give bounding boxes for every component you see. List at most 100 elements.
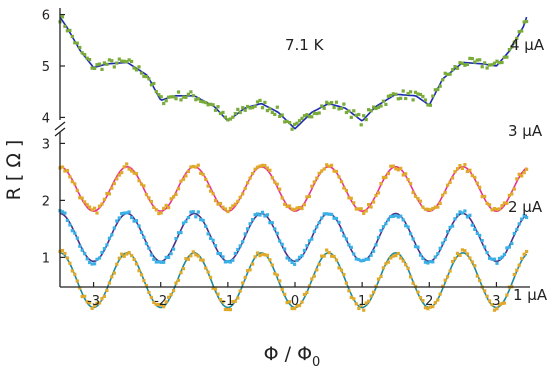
data-point [359, 259, 363, 263]
data-point [73, 231, 77, 235]
data-point [268, 221, 272, 225]
data-point [310, 115, 314, 119]
data-point [285, 301, 289, 305]
data-point [315, 225, 319, 229]
data-point [125, 211, 129, 215]
data-point [137, 179, 141, 183]
data-point [515, 268, 519, 272]
data-point [253, 255, 257, 259]
data-point [206, 103, 210, 107]
data-point [196, 97, 200, 101]
data-point [394, 254, 398, 258]
data-point [322, 167, 326, 171]
data-point [334, 258, 339, 262]
data-point [404, 263, 408, 267]
data-point [251, 171, 255, 176]
data-point [322, 212, 326, 216]
data-point [258, 98, 262, 102]
data-point [418, 296, 423, 300]
y-tick-label: 1 [42, 251, 50, 266]
data-point [483, 194, 487, 198]
data-point [386, 260, 390, 264]
data-point [520, 29, 524, 33]
data-point [231, 204, 235, 208]
data-point [60, 165, 65, 169]
data-point [213, 108, 218, 112]
data-point [238, 110, 242, 115]
data-point [381, 99, 385, 103]
data-point [268, 168, 272, 172]
data-point [488, 203, 492, 207]
data-point [372, 249, 376, 253]
data-point [189, 165, 193, 169]
data-point [199, 258, 203, 262]
data-point [379, 228, 383, 233]
data-point [470, 223, 474, 227]
data-point [470, 173, 474, 178]
data-point [394, 214, 398, 218]
data-point [93, 262, 97, 266]
data-point [413, 245, 418, 249]
data-point [339, 106, 344, 110]
data-point [278, 279, 282, 283]
data-point [362, 308, 366, 312]
data-point [428, 305, 432, 309]
axes: -3 -2 -1 0 1 2 3 1 2 3 4 5 6 [42, 8, 530, 309]
data-point [507, 193, 511, 197]
data-point [433, 88, 437, 92]
data-point [176, 90, 181, 94]
y-tick-label: 2 [42, 194, 50, 209]
data-point [251, 218, 255, 222]
data-point [352, 109, 356, 113]
data-point [520, 256, 524, 260]
data-point [463, 163, 467, 167]
data-point [295, 258, 299, 262]
data-point [307, 115, 311, 119]
data-point [241, 281, 245, 285]
data-point [460, 211, 464, 215]
data-point [228, 260, 232, 264]
data-point [495, 261, 499, 265]
y-tick-label: 6 [42, 9, 50, 24]
data-point [127, 167, 131, 171]
data-point [100, 67, 104, 71]
data-point [130, 254, 134, 258]
data-point [196, 210, 200, 214]
data-point [115, 219, 119, 223]
data-point [194, 98, 198, 102]
data-point [162, 305, 166, 309]
data-point [522, 171, 526, 175]
data-point [223, 207, 227, 211]
data-point [201, 100, 205, 104]
data-point [142, 184, 146, 188]
data-point [169, 95, 173, 99]
data-point [443, 237, 447, 242]
data-point [83, 53, 87, 57]
data-point [367, 257, 371, 261]
data-point [478, 58, 482, 62]
data-point [122, 211, 126, 215]
data-point [455, 167, 460, 171]
data-point [418, 199, 423, 203]
data-point [386, 218, 390, 222]
data-point [164, 300, 168, 304]
data-point [376, 191, 381, 195]
data-point [413, 90, 418, 94]
data-point [488, 256, 492, 260]
data-point [283, 292, 287, 296]
data-point [280, 287, 284, 291]
data-point [275, 231, 279, 235]
data-point [344, 281, 348, 285]
x-tick-label: -2 [154, 294, 167, 309]
data-point [186, 257, 190, 261]
data-point [421, 205, 425, 209]
data-point [510, 241, 514, 246]
data-point [297, 255, 302, 259]
data-point [144, 75, 148, 79]
data-point [421, 299, 425, 303]
data-point [130, 59, 134, 64]
data-point [317, 171, 321, 175]
data-point [174, 237, 178, 241]
data-point [88, 301, 92, 305]
data-point [354, 257, 358, 261]
